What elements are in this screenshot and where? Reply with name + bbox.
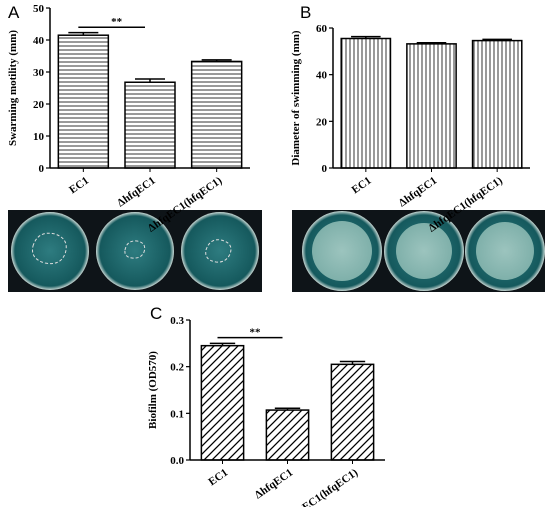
error-bar (209, 342, 236, 346)
y-axis-label: Biofilm (OD570) (147, 351, 159, 429)
error-bar (68, 31, 99, 36)
error-bar (416, 41, 447, 44)
error-bar (135, 78, 165, 83)
y-tick-label: 0.0 (170, 455, 184, 467)
y-tick-label: 0 (39, 163, 45, 175)
y-tick-label: 0 (322, 163, 328, 175)
y-axis-label: Diameter of swimming (mm) (290, 30, 302, 165)
error-bar (274, 407, 301, 411)
error-bar (201, 59, 232, 62)
bar (200, 344, 245, 461)
bar (57, 34, 110, 169)
significance-label: ** (250, 327, 262, 339)
y-axis-label: Swarming motility (mm) (7, 30, 19, 146)
error-bar (339, 360, 366, 365)
bar (124, 81, 176, 169)
bar (330, 363, 375, 461)
x-tick-label: EC1 (350, 175, 374, 197)
bar (340, 37, 392, 169)
y-tick-label: 60 (316, 23, 328, 35)
photos-a (8, 210, 262, 292)
bar (406, 43, 457, 169)
y-tick-label: 40 (33, 35, 45, 47)
y-tick-label: 20 (316, 116, 328, 128)
bar (265, 409, 310, 461)
panel-label: A (8, 3, 20, 22)
x-tick-label: EC1 (67, 175, 91, 197)
x-tick-label: EC1 (206, 467, 230, 489)
y-tick-label: 0.3 (170, 315, 184, 327)
x-tick-label: ΔhfqEC1 (397, 175, 440, 210)
y-tick-label: 30 (33, 67, 45, 79)
error-bar (351, 35, 381, 39)
x-tick-label: ΔhfqEC1 (253, 467, 296, 502)
x-tick-label: ΔhfqEC1(hfqEC1) (282, 466, 361, 507)
panel-label: C (150, 304, 162, 323)
panel-label: B (300, 3, 311, 22)
bar (471, 39, 523, 169)
y-tick-label: 0.2 (170, 362, 184, 374)
photos-b (292, 210, 545, 292)
y-tick-label: 20 (33, 99, 45, 111)
y-tick-label: 0.1 (170, 408, 184, 420)
y-tick-label: 50 (33, 3, 45, 15)
error-bar (482, 38, 512, 41)
x-tick-label: ΔhfqEC1 (115, 175, 158, 210)
y-tick-label: 10 (33, 131, 45, 143)
significance-label: ** (111, 16, 123, 28)
y-tick-label: 40 (316, 70, 328, 82)
bar (190, 60, 243, 169)
